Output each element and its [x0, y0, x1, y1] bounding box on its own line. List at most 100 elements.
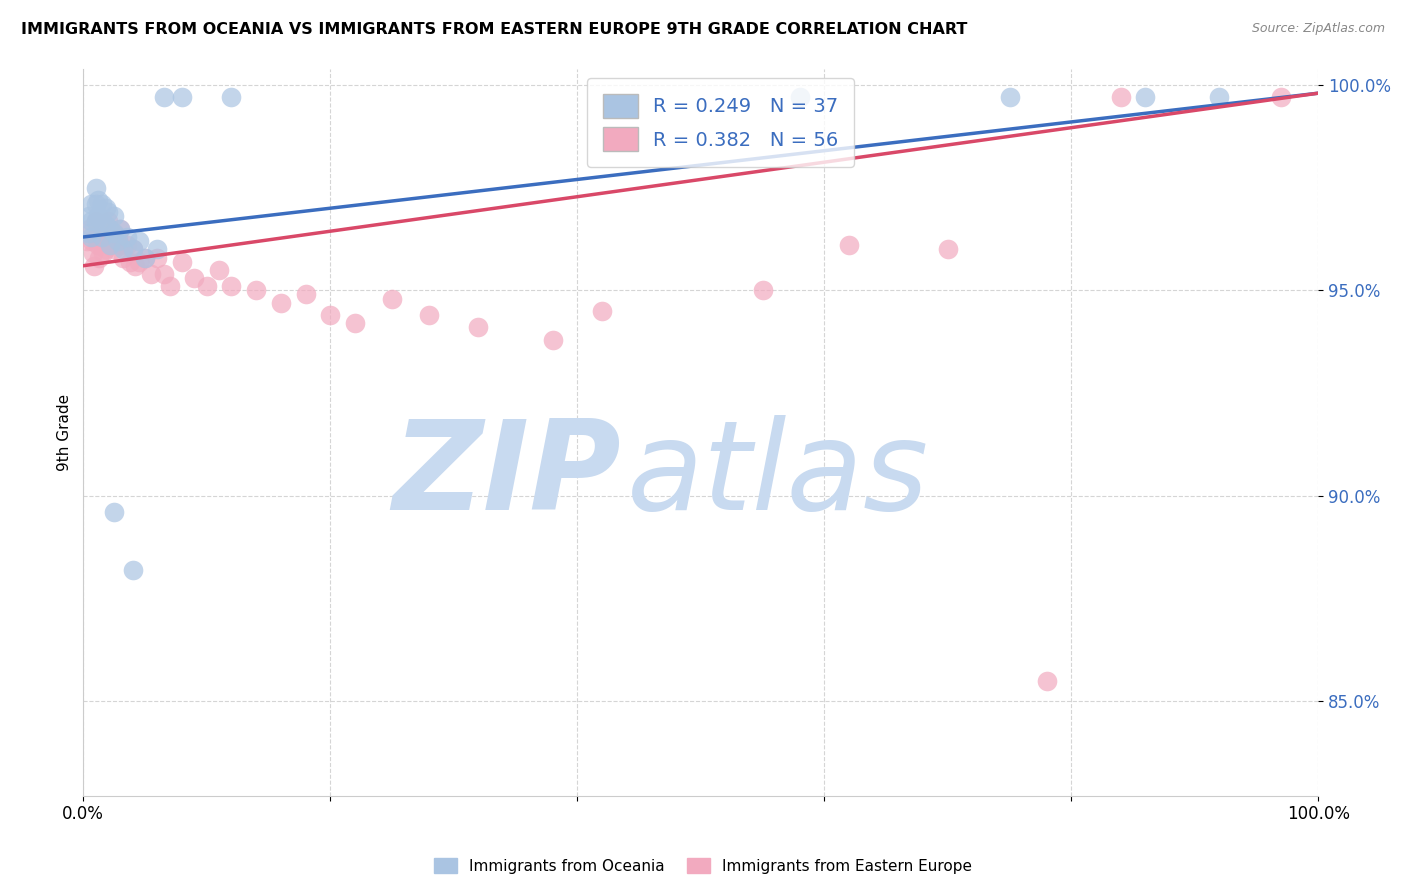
Point — [115, 238, 138, 252]
Point — [1035, 673, 1057, 688]
Point — [80, 213, 103, 227]
Point — [82, 246, 104, 260]
Point — [103, 210, 125, 224]
Point — [208, 263, 231, 277]
Point — [79, 226, 101, 240]
Point — [84, 213, 107, 227]
Point — [343, 316, 366, 330]
Point — [100, 221, 122, 235]
Point — [121, 242, 143, 256]
Point — [172, 90, 194, 104]
Point — [591, 304, 613, 318]
Point — [103, 242, 125, 256]
Point — [183, 271, 205, 285]
Point — [79, 210, 101, 224]
Point — [245, 284, 267, 298]
Point — [97, 213, 120, 227]
Point — [1135, 90, 1157, 104]
Point — [103, 505, 125, 519]
Point — [115, 230, 138, 244]
Point — [103, 226, 125, 240]
Point — [89, 251, 111, 265]
Text: ZIP: ZIP — [392, 416, 620, 536]
Point — [319, 308, 342, 322]
Point — [221, 90, 243, 104]
Point — [124, 259, 146, 273]
Point — [97, 230, 120, 244]
Point — [121, 563, 143, 577]
Point — [90, 218, 112, 232]
Point — [998, 90, 1021, 104]
Point — [111, 242, 134, 256]
Point — [838, 238, 860, 252]
Point — [90, 213, 112, 227]
Point — [294, 287, 316, 301]
Point — [90, 230, 112, 244]
Point — [152, 90, 174, 104]
Point — [152, 267, 174, 281]
Point — [110, 238, 132, 252]
Point — [1270, 90, 1292, 104]
Point — [90, 234, 112, 248]
Point — [94, 218, 117, 232]
Point — [381, 292, 404, 306]
Point — [172, 254, 194, 268]
Point — [100, 238, 122, 252]
Point — [270, 295, 292, 310]
Text: atlas: atlas — [627, 416, 929, 536]
Point — [100, 221, 122, 235]
Point — [84, 230, 107, 244]
Legend: Immigrants from Oceania, Immigrants from Eastern Europe: Immigrants from Oceania, Immigrants from… — [427, 852, 979, 880]
Point — [111, 251, 134, 265]
Point — [1109, 90, 1132, 104]
Point — [84, 213, 107, 227]
Point — [107, 230, 129, 244]
Y-axis label: 9th Grade: 9th Grade — [58, 393, 72, 471]
Point — [141, 267, 163, 281]
Point — [221, 279, 243, 293]
Point — [128, 254, 150, 268]
Point — [76, 234, 98, 248]
Text: IMMIGRANTS FROM OCEANIA VS IMMIGRANTS FROM EASTERN EUROPE 9TH GRADE CORRELATION : IMMIGRANTS FROM OCEANIA VS IMMIGRANTS FR… — [21, 22, 967, 37]
Point — [107, 234, 129, 248]
Point — [120, 254, 142, 268]
Point — [97, 205, 120, 219]
Legend: R = 0.249   N = 37, R = 0.382   N = 56: R = 0.249 N = 37, R = 0.382 N = 56 — [588, 78, 853, 167]
Point — [1208, 90, 1230, 104]
Point — [94, 201, 117, 215]
Point — [110, 221, 132, 235]
Point — [121, 242, 143, 256]
Point — [128, 234, 150, 248]
Point — [84, 197, 107, 211]
Point — [110, 221, 132, 235]
Point — [936, 242, 959, 256]
Point — [91, 246, 114, 260]
Point — [103, 226, 125, 240]
Point — [751, 284, 773, 298]
Point — [90, 197, 112, 211]
Point — [79, 221, 101, 235]
Point — [100, 238, 122, 252]
Point — [83, 259, 105, 273]
Point — [159, 279, 181, 293]
Point — [80, 197, 103, 211]
Text: Source: ZipAtlas.com: Source: ZipAtlas.com — [1251, 22, 1385, 36]
Point — [541, 333, 564, 347]
Point — [84, 180, 107, 194]
Point — [195, 279, 218, 293]
Point — [134, 251, 156, 265]
Point — [93, 230, 115, 244]
Point — [87, 210, 110, 224]
Point — [87, 221, 110, 235]
Point — [87, 193, 110, 207]
Point — [87, 238, 110, 252]
Point — [94, 242, 117, 256]
Point — [80, 230, 103, 244]
Point — [134, 251, 156, 265]
Point — [418, 308, 440, 322]
Point — [146, 242, 169, 256]
Point — [80, 234, 103, 248]
Point — [467, 320, 489, 334]
Point — [789, 90, 811, 104]
Point — [146, 251, 169, 265]
